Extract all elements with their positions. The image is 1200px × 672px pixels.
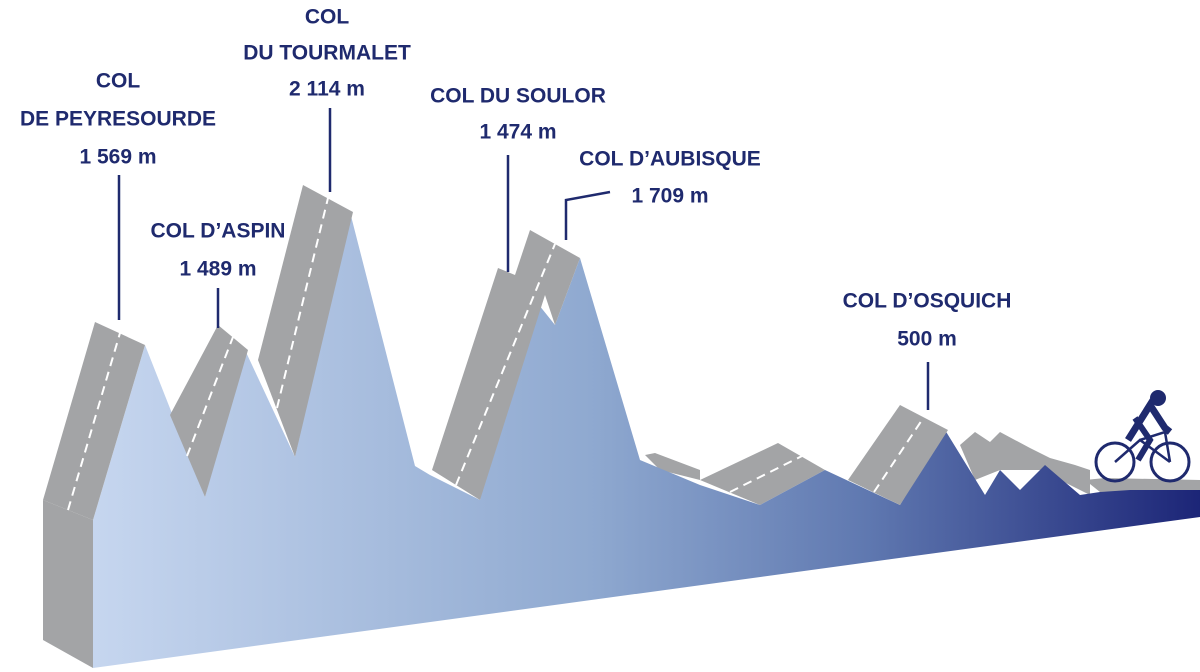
col-name: COL D’ASPIN [151, 220, 286, 243]
col-name: COL D’OSQUICH [843, 290, 1012, 313]
labels: COL DE PEYRESOURDE 1 569 m COL D’ASPIN 1… [20, 6, 1011, 351]
col-altitude: 1 489 m [179, 258, 256, 281]
col-altitude: 1 474 m [479, 121, 556, 144]
col-altitude: 500 m [897, 328, 957, 351]
col-name: DU TOURMALET [243, 42, 411, 65]
col-name: COL [96, 70, 141, 93]
col-name: COL DU SOULOR [430, 85, 606, 108]
col-name: COL [305, 6, 350, 29]
profile-front [93, 212, 1200, 668]
col-name: DE PEYRESOURDE [20, 108, 216, 131]
col-altitude: 1 709 m [631, 185, 708, 208]
col-name: COL D’AUBISQUE [579, 148, 761, 171]
col-altitude: 2 114 m [289, 78, 365, 101]
leader-lines [117, 108, 930, 410]
profile-side [43, 500, 93, 668]
cyclist [1094, 390, 1191, 483]
col-altitude: 1 569 m [79, 146, 156, 169]
climb-roads [43, 185, 948, 520]
